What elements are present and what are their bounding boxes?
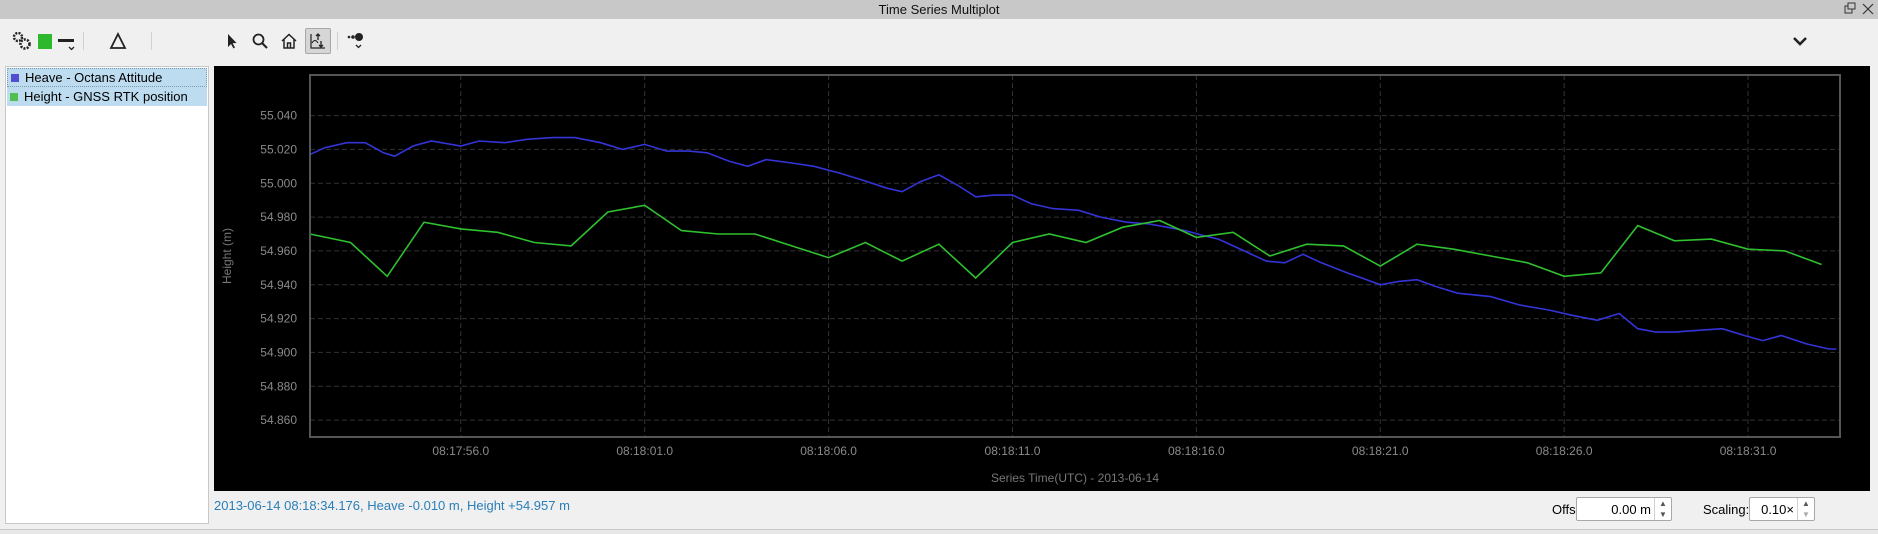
y-tick-label: 54.960 [260,244,297,258]
y-tick-label: 54.900 [260,345,297,359]
title-bar [0,0,1878,19]
home-icon[interactable] [277,29,301,53]
series-label: Height - GNSS RTK position [24,89,188,104]
series-list: Heave - Octans Attitude Height - GNSS RT… [5,66,209,524]
restore-icon[interactable] [1844,2,1857,18]
gear-icon[interactable] [10,29,34,53]
y-axis-label: Height (m) [220,228,234,284]
y-tick-label: 55.040 [260,109,297,123]
offset-value: 0.00 m [1611,502,1651,517]
pan-vertical-icon[interactable] [305,28,331,54]
series-item-height[interactable]: Height - GNSS RTK position [7,87,207,106]
x-tick-label: 08:18:01.0 [616,444,673,458]
x-axis-label: Series Time(UTC) - 2013-06-14 [991,471,1159,485]
window-title: Time Series Multiplot [878,2,1000,17]
cursor-readout: 2013-06-14 08:18:34.176, Heave -0.010 m,… [214,498,570,513]
scaling-spinbox[interactable]: 0.10× ▲ ▼ [1749,497,1815,521]
chevron-down-icon[interactable] [1788,29,1812,53]
spin-arrows-icon[interactable]: ▲ ▼ [1797,498,1814,520]
x-tick-label: 08:18:11.0 [985,444,1041,458]
x-tick-label: 08:18:06.0 [800,444,857,458]
x-tick-label: 08:18:31.0 [1720,444,1777,458]
series-item-heave[interactable]: Heave - Octans Attitude [7,68,207,87]
toolbar-separator [83,32,84,50]
y-tick-label: 54.940 [260,278,297,292]
scaling-value: 0.10× [1761,502,1794,517]
offset-spinbox[interactable]: 0.00 m ▲ ▼ [1576,497,1672,521]
x-tick-label: 08:18:26.0 [1536,444,1593,458]
bottom-tab-strip [0,529,1878,534]
time-series-chart[interactable]: 55.040 55.020 55.000 54.980 54.960 54.940 54.9… [214,66,1870,491]
y-tick-label: 55.020 [260,142,297,156]
x-tick-label: 08:18:16.0 [1168,444,1225,458]
pointer-icon[interactable] [220,29,244,53]
plot-area[interactable]: 55.040 55.020 55.000 54.980 54.960 54.940 54.9… [214,66,1870,491]
y-tick-label: 54.980 [260,210,297,224]
y-tick-label: 54.880 [260,379,297,393]
line-style-icon[interactable] [56,29,80,53]
close-icon[interactable] [1862,3,1874,18]
scaling-label: Scaling: [1703,502,1750,517]
color-square-icon[interactable] [33,29,57,53]
toolbar-separator [337,32,338,50]
toolbar-separator [151,32,152,50]
series-line-1 [309,204,1822,280]
y-tick-label: 54.920 [260,312,297,326]
zoom-icon[interactable] [248,29,272,53]
series-color-swatch [11,73,19,82]
y-tick-label: 55.000 [260,176,297,190]
spin-arrows-icon[interactable]: ▲ ▼ [1654,498,1671,520]
x-tick-label: 08:18:21.0 [1352,444,1409,458]
marker-icon[interactable] [346,29,370,53]
delta-icon[interactable] [106,29,130,53]
y-tick-label: 54.860 [260,413,297,427]
series-label: Heave - Octans Attitude [25,70,163,85]
series-color-swatch [10,92,18,101]
x-tick-label: 08:17:56.0 [432,444,489,458]
plot-frame [309,74,1841,438]
series-line-0 [309,136,1837,350]
